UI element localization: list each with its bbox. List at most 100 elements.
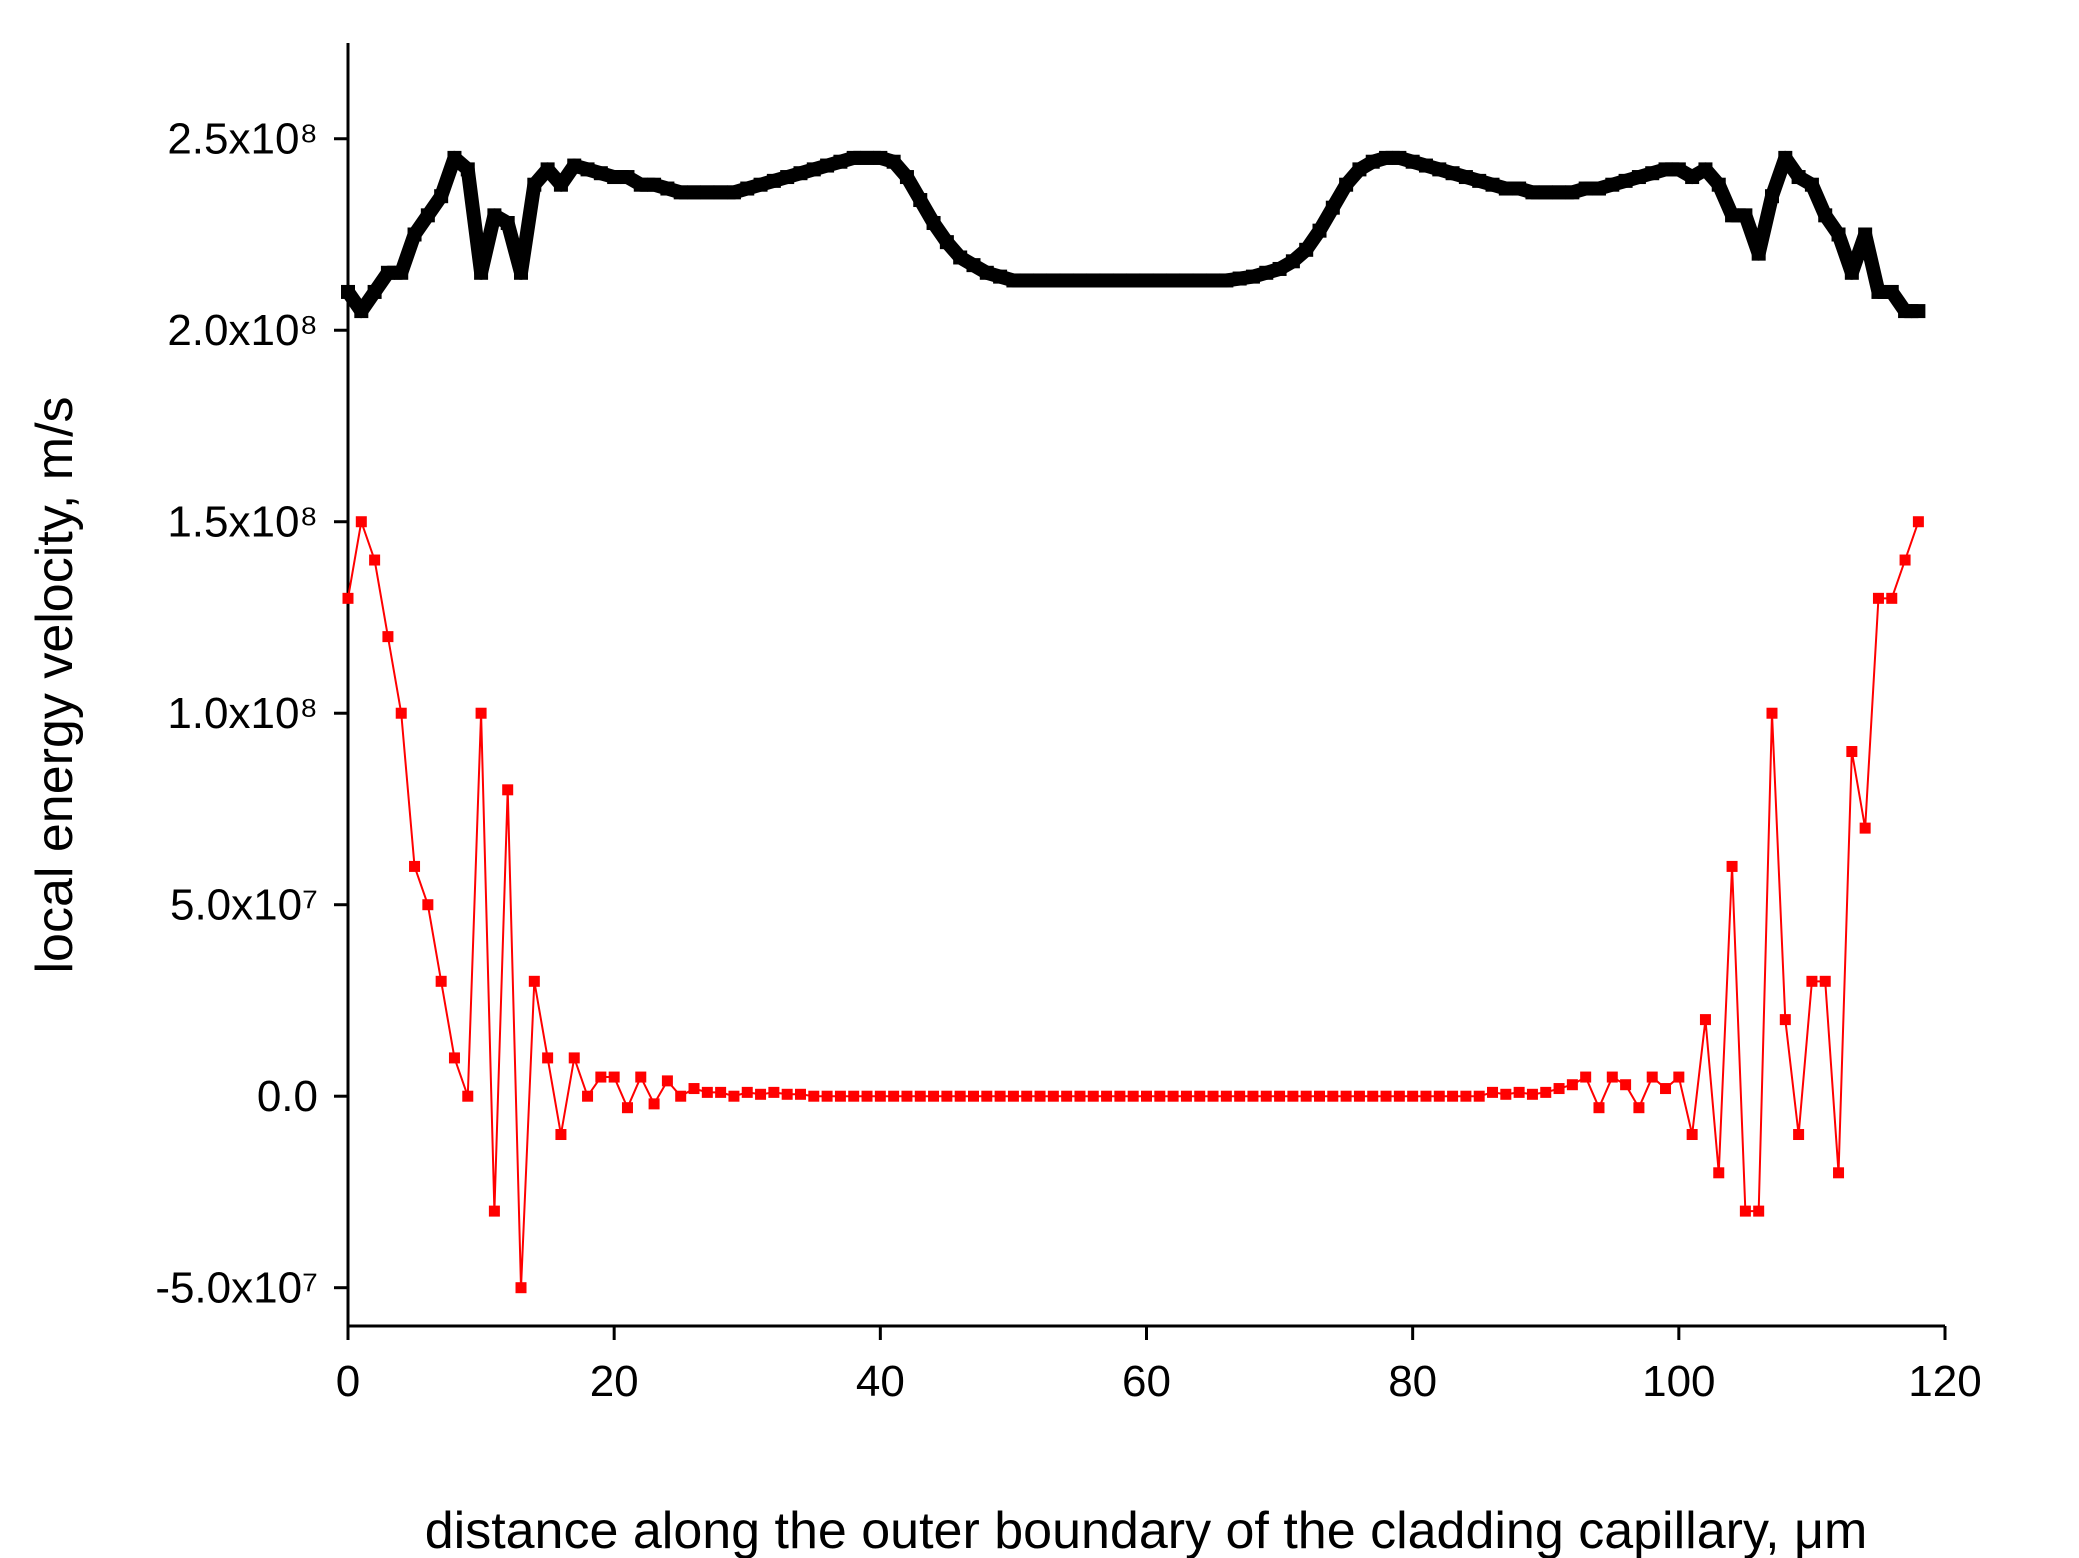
marker (1498, 181, 1513, 196)
marker (1806, 975, 1818, 987)
marker (1605, 177, 1620, 192)
y-tick-label: 0.0 (257, 1072, 318, 1121)
marker (1591, 181, 1606, 196)
marker (1699, 1014, 1711, 1026)
marker (1620, 1079, 1632, 1091)
marker (420, 208, 435, 223)
marker (1393, 1090, 1405, 1102)
marker (740, 181, 755, 196)
marker (1898, 304, 1913, 319)
marker (1420, 1090, 1432, 1102)
marker (1407, 1090, 1419, 1102)
marker (341, 284, 355, 299)
marker (1872, 592, 1884, 604)
marker (1152, 273, 1167, 288)
marker (1593, 1102, 1605, 1114)
y-tick-label: 2.5x10⁸ (167, 115, 318, 164)
marker (1167, 1090, 1179, 1102)
marker (1139, 273, 1154, 288)
marker (1671, 162, 1686, 177)
marker (953, 250, 968, 265)
marker (1260, 1090, 1272, 1102)
marker (1565, 185, 1580, 200)
marker (1112, 273, 1127, 288)
marker (462, 1090, 474, 1102)
marker (1059, 273, 1074, 288)
marker (1525, 185, 1540, 200)
marker (1141, 1090, 1152, 1102)
marker (661, 1075, 673, 1087)
marker (487, 208, 502, 223)
marker (1819, 975, 1831, 987)
marker (1379, 150, 1394, 165)
marker (1791, 170, 1806, 185)
marker (1245, 269, 1260, 284)
marker (621, 1102, 633, 1114)
marker (1367, 1090, 1379, 1102)
marker (1314, 1090, 1326, 1102)
marker (593, 166, 608, 181)
marker (994, 1090, 1006, 1102)
marker (993, 269, 1008, 284)
marker (1352, 162, 1367, 177)
marker (367, 284, 382, 299)
marker (1912, 516, 1924, 528)
marker (409, 860, 421, 872)
marker (1339, 177, 1354, 192)
marker (369, 554, 381, 566)
marker (848, 1090, 860, 1102)
marker (701, 1086, 713, 1098)
y-tick-label: 1.5x10⁸ (167, 498, 318, 547)
marker (1846, 746, 1858, 758)
marker (395, 707, 407, 719)
marker (1685, 170, 1700, 185)
marker (1472, 173, 1487, 188)
series-line (342, 150, 1919, 319)
marker (1500, 1088, 1512, 1100)
marker (1911, 304, 1926, 319)
x-tick-label: 60 (1122, 1357, 1171, 1406)
marker (1180, 1090, 1192, 1102)
marker (1886, 592, 1898, 604)
marker (1432, 162, 1447, 177)
marker (354, 304, 369, 319)
marker (806, 162, 821, 177)
marker (582, 1090, 594, 1102)
marker (475, 707, 487, 719)
marker (1433, 1090, 1445, 1102)
marker (1778, 150, 1793, 165)
marker (407, 227, 422, 242)
marker (860, 150, 875, 165)
marker (1473, 1090, 1485, 1102)
marker (1101, 1090, 1113, 1102)
marker (768, 1086, 780, 1098)
marker (500, 216, 515, 231)
marker (1606, 1071, 1618, 1083)
marker (474, 265, 489, 280)
marker (687, 185, 702, 200)
marker (846, 150, 861, 165)
marker (967, 1090, 979, 1102)
marker (1552, 185, 1567, 200)
marker (1739, 1205, 1751, 1217)
marker (1578, 181, 1593, 196)
marker (820, 158, 835, 173)
marker (355, 516, 367, 528)
marker (755, 1088, 767, 1100)
marker (981, 1090, 993, 1102)
marker (700, 185, 715, 200)
marker (1899, 554, 1911, 566)
marker (648, 1098, 660, 1110)
marker (1871, 284, 1886, 299)
marker (901, 1090, 913, 1102)
marker (1285, 254, 1300, 269)
marker (1513, 1086, 1525, 1098)
marker (834, 1090, 846, 1102)
marker (1194, 1090, 1206, 1102)
marker (821, 1090, 833, 1102)
marker (1086, 273, 1101, 288)
marker (1658, 162, 1673, 177)
marker (808, 1090, 820, 1102)
marker (1232, 271, 1247, 286)
marker (1234, 1090, 1246, 1102)
